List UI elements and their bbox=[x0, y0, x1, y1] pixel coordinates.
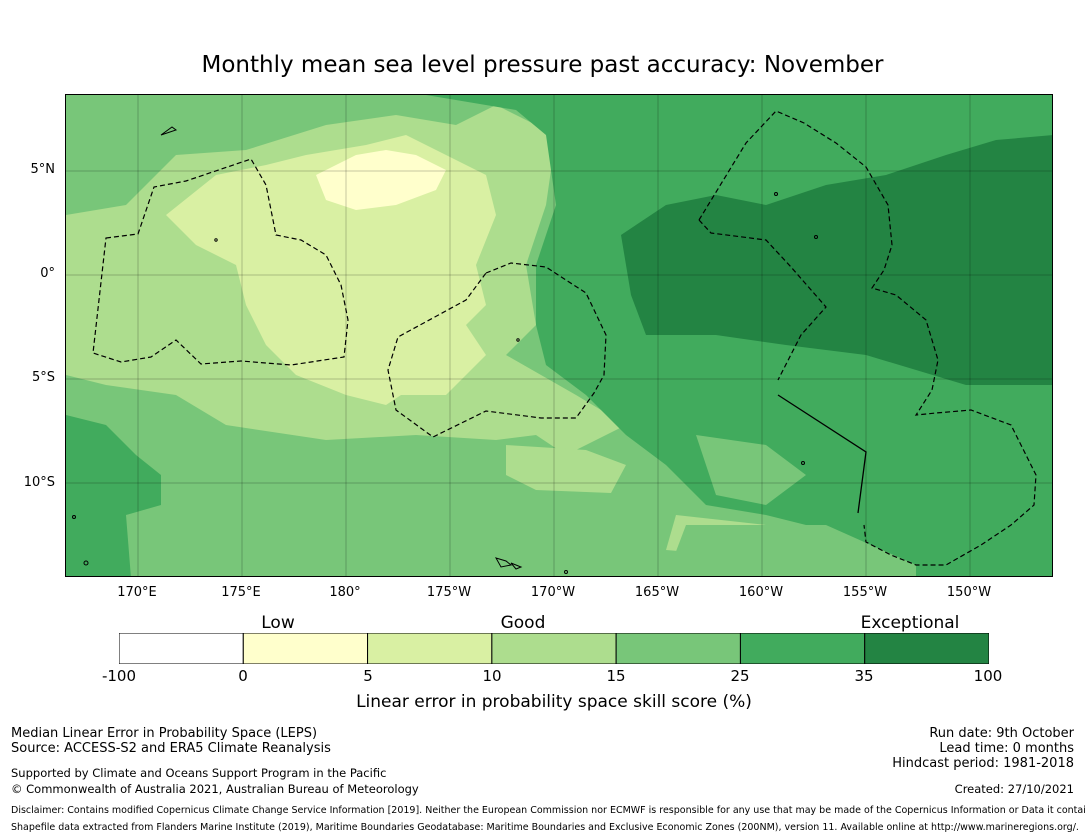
footer-lead-time: Lead time: 0 months bbox=[939, 741, 1074, 756]
colorbar-segment bbox=[615, 632, 741, 665]
colorbar-tick: 25 bbox=[730, 667, 750, 685]
colorbar-segment bbox=[242, 632, 369, 665]
colorbar-tick: 100 bbox=[973, 667, 1003, 685]
footer-shapefile-credit: Shapefile data extracted from Flanders M… bbox=[11, 822, 1079, 833]
colorbar-segment bbox=[367, 632, 493, 665]
footer-support: Supported by Climate and Oceans Support … bbox=[11, 766, 387, 780]
chart-title: Monthly mean sea level pressure past acc… bbox=[201, 52, 884, 78]
skill-region-very-good-west bbox=[66, 415, 161, 576]
skill-region-good-pocket bbox=[696, 435, 806, 505]
gridlines bbox=[66, 95, 1052, 576]
skill-map bbox=[65, 94, 1053, 577]
eez-boundaries bbox=[92, 110, 1037, 566]
x-tick-label: 175°W bbox=[426, 585, 472, 600]
eez-boundary-solid bbox=[777, 394, 867, 514]
colorbar-segment bbox=[118, 632, 244, 665]
colorbar-segment bbox=[864, 632, 990, 665]
x-tick-label: 175°E bbox=[221, 585, 261, 600]
colorbar-tick: 35 bbox=[854, 667, 874, 685]
colorbar bbox=[118, 632, 990, 665]
y-tick-label: 10°S bbox=[23, 475, 55, 490]
footer-run-date: Run date: 9th October bbox=[929, 726, 1074, 741]
skill-region-good-south bbox=[666, 525, 916, 576]
skill-region-low bbox=[316, 150, 446, 210]
colorbar-category-low: Low bbox=[261, 613, 295, 633]
colorbar-tick: 5 bbox=[363, 667, 373, 685]
colorbar-tick: 0 bbox=[238, 667, 248, 685]
x-tick-label: 170°E bbox=[117, 585, 157, 600]
skill-region-fair-east bbox=[386, 325, 486, 395]
colorbar-tick: 10 bbox=[482, 667, 502, 685]
colorbar-category-exceptional: Exceptional bbox=[860, 613, 960, 633]
x-tick-label: 150°W bbox=[946, 585, 992, 600]
colorbar-segment bbox=[491, 632, 617, 665]
footer-created-date: Created: 27/10/2021 bbox=[954, 782, 1074, 796]
colorbar-tick: -100 bbox=[101, 667, 137, 685]
x-tick-label: 180° bbox=[329, 585, 361, 600]
footer-source: Source: ACCESS-S2 and ERA5 Climate Reana… bbox=[11, 741, 331, 756]
colorbar-segment bbox=[739, 632, 866, 665]
footer-hindcast-period: Hindcast period: 1981-2018 bbox=[892, 756, 1074, 771]
footer-disclaimer: Disclaimer: Contains modified Copernicus… bbox=[11, 805, 1085, 816]
footer-method: Median Linear Error in Probability Space… bbox=[11, 726, 318, 741]
islands bbox=[72, 126, 818, 574]
x-tick-label: 160°W bbox=[738, 585, 784, 600]
y-tick-label: 5°S bbox=[31, 370, 55, 385]
y-tick-label: 5°N bbox=[30, 162, 56, 177]
skill-region-exceptional bbox=[621, 135, 1052, 385]
x-tick-label: 155°W bbox=[842, 585, 888, 600]
colorbar-tick: 15 bbox=[606, 667, 626, 685]
footer-copyright: © Commonwealth of Australia 2021, Austra… bbox=[11, 782, 419, 796]
x-tick-label: 165°W bbox=[634, 585, 680, 600]
y-tick-label: 0° bbox=[40, 266, 55, 281]
colorbar-label: Linear error in probability space skill … bbox=[356, 692, 752, 712]
eez-boundary-west-line bbox=[698, 219, 827, 381]
colorbar-category-good: Good bbox=[500, 613, 546, 633]
skill-region-moderate-south bbox=[506, 445, 626, 493]
x-tick-label: 170°W bbox=[530, 585, 576, 600]
